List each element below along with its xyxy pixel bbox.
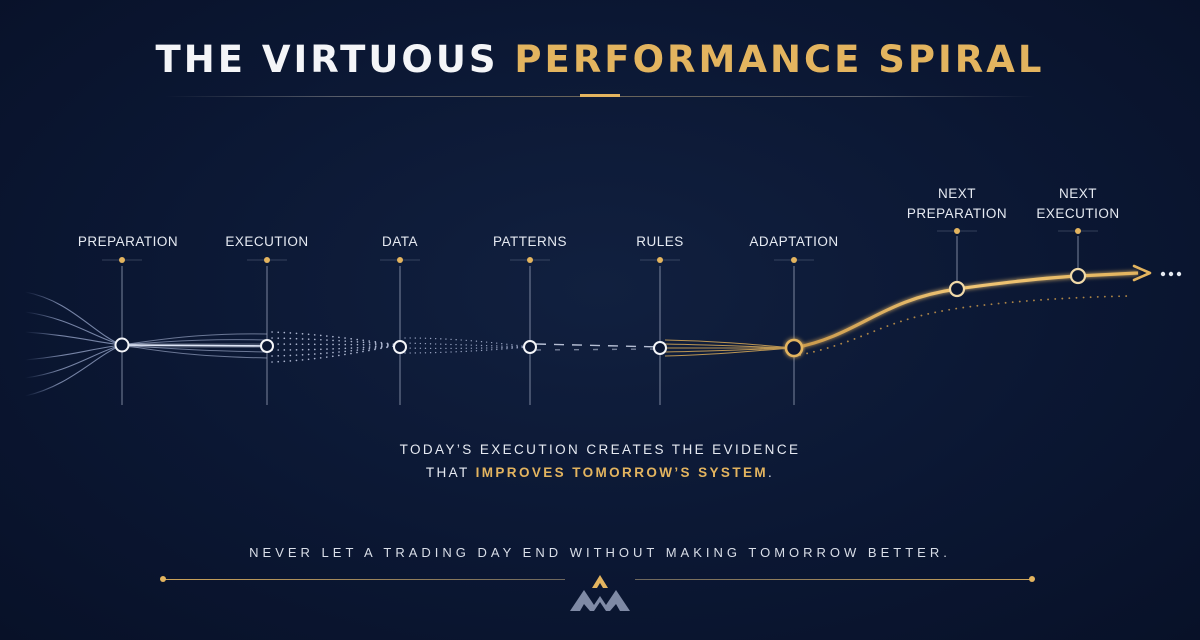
growth-curve xyxy=(793,271,1139,350)
stage-label-next-execution: NEXT EXECUTION xyxy=(998,184,1158,224)
stage-markers xyxy=(102,228,1098,405)
caption-line-2-prefix: THAT xyxy=(425,465,470,480)
stage-label-rules: RULES xyxy=(636,234,684,249)
stage-marker-execution xyxy=(247,257,287,405)
fine-dotted-band xyxy=(404,337,531,354)
title-divider-accent xyxy=(580,94,620,97)
mountain-logo-icon xyxy=(570,575,630,611)
footer-rule-right xyxy=(635,579,1032,580)
stage-marker-data xyxy=(380,257,420,405)
stage-label-execution: EXECUTION xyxy=(225,234,309,249)
stage-marker-patterns xyxy=(510,257,550,405)
stage-label-adaptation: ADAPTATION xyxy=(749,234,839,249)
stage-marker-adaptation xyxy=(774,257,814,405)
stage-label-next-execution-line2: EXECUTION xyxy=(1036,206,1120,221)
stage-marker-rules xyxy=(640,257,680,405)
stage-label-preparation: PREPARATION xyxy=(77,234,179,249)
stage-label-next-preparation-line2: PREPARATION xyxy=(906,206,1008,221)
stage-label-patterns: PATTERNS xyxy=(492,234,567,249)
footer-rule-left xyxy=(163,579,565,580)
caption-line-1: TODAY’S EXECUTION CREATES THE EVIDENCE xyxy=(399,442,801,457)
title-prefix: THE VIRTUOUS xyxy=(155,38,499,81)
gold-threads xyxy=(664,339,795,357)
ellipsis-dots-icon xyxy=(1160,271,1182,277)
title-accent: PERFORMANCE SPIRAL xyxy=(514,38,1045,81)
stage-marker-next-execution xyxy=(1058,228,1098,285)
stage-label-next-execution-line1: NEXT xyxy=(1058,186,1097,201)
input-strands xyxy=(24,291,123,397)
projection-trail xyxy=(799,295,1131,356)
stage-label-next-preparation-line1: NEXT xyxy=(937,186,976,201)
dotted-band xyxy=(271,331,401,363)
page-title: THE VIRTUOUS PERFORMANCE SPIRAL xyxy=(0,38,1200,81)
caption-line-2-accent: IMPROVES TOMORROW’S SYSTEM xyxy=(475,465,769,480)
stage-marker-preparation xyxy=(102,257,142,405)
footer-motto: NEVER LET A TRADING DAY END WITHOUT MAKI… xyxy=(249,545,951,560)
caption-line-2: THAT IMPROVES TOMORROW’S SYSTEM. xyxy=(0,465,1200,480)
dashed-band xyxy=(535,343,661,351)
footer-rule-dot-right xyxy=(1029,576,1035,582)
core-line xyxy=(121,344,268,347)
stage-marker-next-preparation xyxy=(937,228,977,298)
growth-arrow-head xyxy=(1132,264,1152,282)
stage-label-data: DATA xyxy=(381,234,418,249)
stage-label-next-preparation: NEXT PREPARATION xyxy=(877,184,1037,224)
caption-line-2-suffix: . xyxy=(768,465,775,480)
